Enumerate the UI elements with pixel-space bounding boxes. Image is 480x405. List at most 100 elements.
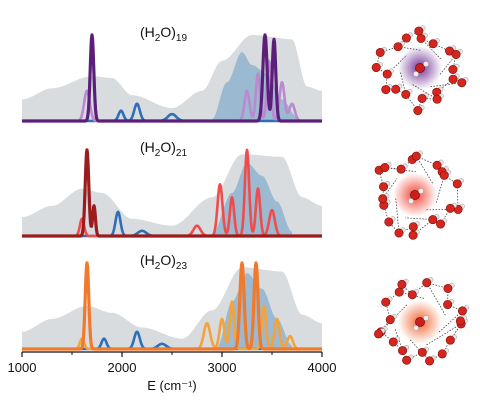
oxygen-atom xyxy=(448,74,458,84)
hydrogen-bond xyxy=(376,67,388,75)
hydrogen-bond xyxy=(417,98,423,111)
x-tick-label: 1000 xyxy=(8,360,37,375)
oxygen-atom xyxy=(417,93,427,103)
oxygen-atom xyxy=(437,349,447,359)
oxygen-atom xyxy=(416,33,426,43)
panel-label-subscript: 2 xyxy=(155,148,161,159)
panel-label-text: (H xyxy=(140,252,155,268)
panel-label-text: O) xyxy=(160,252,176,268)
oxygen-atom xyxy=(380,163,390,173)
panel-label-subscript: 19 xyxy=(176,33,188,44)
oxygen-atom xyxy=(417,347,427,357)
oxygen-atom xyxy=(422,278,432,288)
oxygen-atom xyxy=(374,329,384,339)
oxygen-atom xyxy=(436,219,446,229)
oxygen-atom xyxy=(393,42,403,52)
spectrum-panel: (H2O)19 xyxy=(20,24,324,123)
oxygen-atom xyxy=(396,164,406,174)
spectrum-panel: (H2O)23 xyxy=(20,252,324,351)
x-axis-ticks: 1000 2000 3000 4000 xyxy=(8,352,337,375)
water-cluster-19-image xyxy=(371,25,469,116)
spectrum-panel: (H2O)21 xyxy=(20,139,324,238)
oxygen-atom xyxy=(385,315,395,325)
oxygen-atom xyxy=(394,287,404,297)
oxygen-atom xyxy=(371,63,381,73)
x-tick-label: 4000 xyxy=(308,360,337,375)
oxygen-atom xyxy=(378,194,388,204)
dark-spectrum-line xyxy=(20,261,324,351)
oxygen-atom xyxy=(402,355,412,365)
panel-label-text: O) xyxy=(160,24,176,40)
central-hydrogen-atom xyxy=(413,71,419,77)
blue-envelope-area xyxy=(212,162,292,236)
central-oxygen-atom xyxy=(415,317,425,327)
panel-label-subscript: 21 xyxy=(176,148,188,159)
water-cluster-23-image xyxy=(374,277,470,366)
panel-label-text: (H xyxy=(140,139,155,155)
hydrogen-bond xyxy=(437,310,463,334)
hydrogen-bond xyxy=(420,38,434,45)
oxygen-atom xyxy=(439,170,449,180)
hydrogen-bond xyxy=(430,82,462,88)
central-oxygen-atom xyxy=(410,190,420,200)
central-hydrogen-atom xyxy=(423,315,429,321)
dark-spectrum-line xyxy=(20,148,324,238)
oxygen-atom xyxy=(445,335,455,345)
oxygen-atom xyxy=(397,279,407,289)
oxygen-atom xyxy=(452,179,462,189)
oxygen-atom xyxy=(425,356,435,366)
oxygen-atom xyxy=(448,64,458,74)
oxygen-atom xyxy=(401,33,411,43)
oxygen-atom xyxy=(375,47,385,57)
oxygen-atom xyxy=(413,106,423,116)
oxygen-atom xyxy=(381,297,391,307)
oxygen-atom xyxy=(428,215,438,225)
oxygen-atom xyxy=(443,283,453,293)
oxygen-atom xyxy=(401,89,411,99)
oxygen-atom xyxy=(391,84,401,94)
central-hydrogen-atom xyxy=(418,188,424,194)
panel-label-subscript: 2 xyxy=(155,261,161,272)
panel-label-subscript: 2 xyxy=(155,33,161,44)
x-axis: 1000 2000 3000 4000 E (cm⁻¹) xyxy=(8,351,337,393)
dark-spectrum-line xyxy=(20,33,324,123)
hydrogen-bond xyxy=(393,341,403,351)
oxygen-atom xyxy=(443,300,453,310)
panel-label: (H2O)23 xyxy=(140,252,187,272)
oxygen-atom xyxy=(408,222,418,232)
oxygen-atom xyxy=(432,160,442,170)
oxygen-atom xyxy=(382,69,392,79)
oxygen-atom xyxy=(398,346,408,356)
x-tick-label: 3000 xyxy=(208,360,237,375)
hydrogen-bond xyxy=(435,175,445,204)
oxygen-atom xyxy=(445,203,455,213)
oxygen-atom xyxy=(388,337,398,347)
central-hydrogen-atom xyxy=(408,198,414,204)
central-hydrogen-atom xyxy=(423,61,429,67)
panel-label: (H2O)19 xyxy=(140,24,187,44)
oxygen-atom xyxy=(407,290,417,300)
oxygen-atom xyxy=(451,49,461,59)
oxygen-atom xyxy=(455,316,465,326)
panel-label-text: O) xyxy=(160,139,176,155)
x-tick-label: 2000 xyxy=(108,360,137,375)
oxygen-atom xyxy=(428,39,438,49)
oxygen-atom xyxy=(408,230,418,240)
panel-label-text: (H xyxy=(140,24,155,40)
oxygen-atom xyxy=(394,228,404,238)
x-axis-title: E (cm⁻¹) xyxy=(147,378,196,393)
oxygen-atom xyxy=(379,182,389,192)
panel-label-subscript: 23 xyxy=(176,261,188,272)
oxygen-atom xyxy=(411,151,421,161)
central-hydrogen-atom xyxy=(413,325,419,331)
water-cluster-21-image xyxy=(374,150,465,240)
hydrogen-bond xyxy=(425,323,462,346)
oxygen-atom xyxy=(432,94,442,104)
oxygen-atom xyxy=(381,85,391,95)
oxygen-atom xyxy=(457,78,467,88)
hydrogen-bond xyxy=(426,282,446,316)
panel-label: (H2O)21 xyxy=(140,139,187,159)
hydrogen-bond xyxy=(415,155,433,184)
oxygen-atom xyxy=(384,217,394,227)
